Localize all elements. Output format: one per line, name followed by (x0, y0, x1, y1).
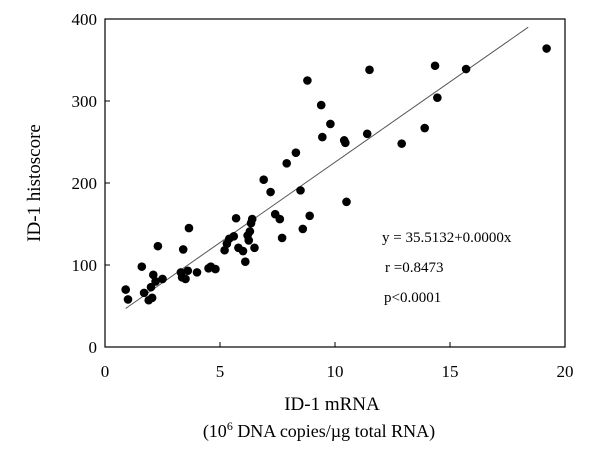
data-point (362, 129, 372, 139)
data-point (461, 64, 471, 74)
x-axis-subtitle: (106 DNA copies/µg total RNA) (203, 419, 435, 442)
data-point (275, 214, 285, 224)
data-point (137, 262, 147, 271)
data-point (298, 224, 308, 234)
data-point (244, 236, 254, 245)
data-point (291, 148, 301, 157)
y-axis: 0 100 200 300 400 (72, 10, 110, 357)
data-point (123, 295, 133, 304)
data-point (211, 264, 220, 274)
data-point (342, 197, 351, 207)
data-point (266, 187, 275, 197)
data-point (153, 241, 163, 251)
data-point (282, 159, 292, 168)
data-point (238, 246, 248, 256)
data-point (146, 282, 156, 292)
data-point (316, 100, 326, 110)
y-axis-title: ID-1 histoscore (24, 124, 45, 242)
correlation-coefficient: r =0.8473 (385, 260, 443, 276)
data-point (542, 44, 551, 53)
y-tick-label: 100 (72, 256, 98, 275)
data-point (430, 61, 440, 71)
data-point (397, 139, 407, 148)
x-tick-label: 20 (557, 362, 574, 381)
data-point (147, 293, 157, 303)
y-tick-label: 300 (72, 92, 98, 111)
data-point (220, 245, 229, 255)
plot-frame (104, 18, 566, 348)
x-axis-title: ID-1 mRNA (284, 394, 380, 415)
data-point (181, 274, 190, 284)
data-points (121, 44, 551, 305)
data-point (420, 123, 430, 133)
data-point (139, 288, 149, 298)
data-point (192, 268, 202, 277)
data-point (296, 186, 305, 195)
regression-line (125, 26, 529, 309)
data-point (318, 132, 327, 142)
data-point (277, 233, 287, 243)
data-point (341, 138, 350, 148)
data-point (151, 277, 160, 286)
x-tick-label: 15 (442, 362, 459, 381)
x-tick-label: 10 (327, 362, 344, 381)
data-point (305, 211, 315, 221)
y-tick-label: 400 (72, 10, 98, 29)
data-point (303, 76, 312, 85)
data-point (247, 214, 257, 224)
data-point (365, 65, 374, 75)
data-point (229, 232, 239, 241)
x-tick-label: 5 (216, 362, 225, 381)
x-tick-label: 0 (101, 362, 110, 381)
data-point (231, 213, 241, 223)
data-point (245, 227, 255, 236)
data-point (121, 285, 130, 294)
data-point (149, 270, 158, 280)
y-tick-label: 200 (72, 174, 98, 193)
data-point (178, 245, 188, 254)
data-point (241, 257, 250, 267)
p-value: p<0.0001 (384, 290, 441, 306)
data-point (158, 274, 167, 284)
x-axis: 0 5 10 15 20 (101, 342, 574, 381)
data-point (433, 93, 442, 103)
y-tick-label: 0 (89, 338, 98, 357)
data-point (183, 266, 193, 276)
data-point (184, 223, 194, 233)
data-point (326, 119, 335, 129)
data-point (259, 175, 269, 185)
regression-equation: y = 35.5132+0.0000x (382, 230, 512, 246)
data-point (250, 243, 259, 253)
